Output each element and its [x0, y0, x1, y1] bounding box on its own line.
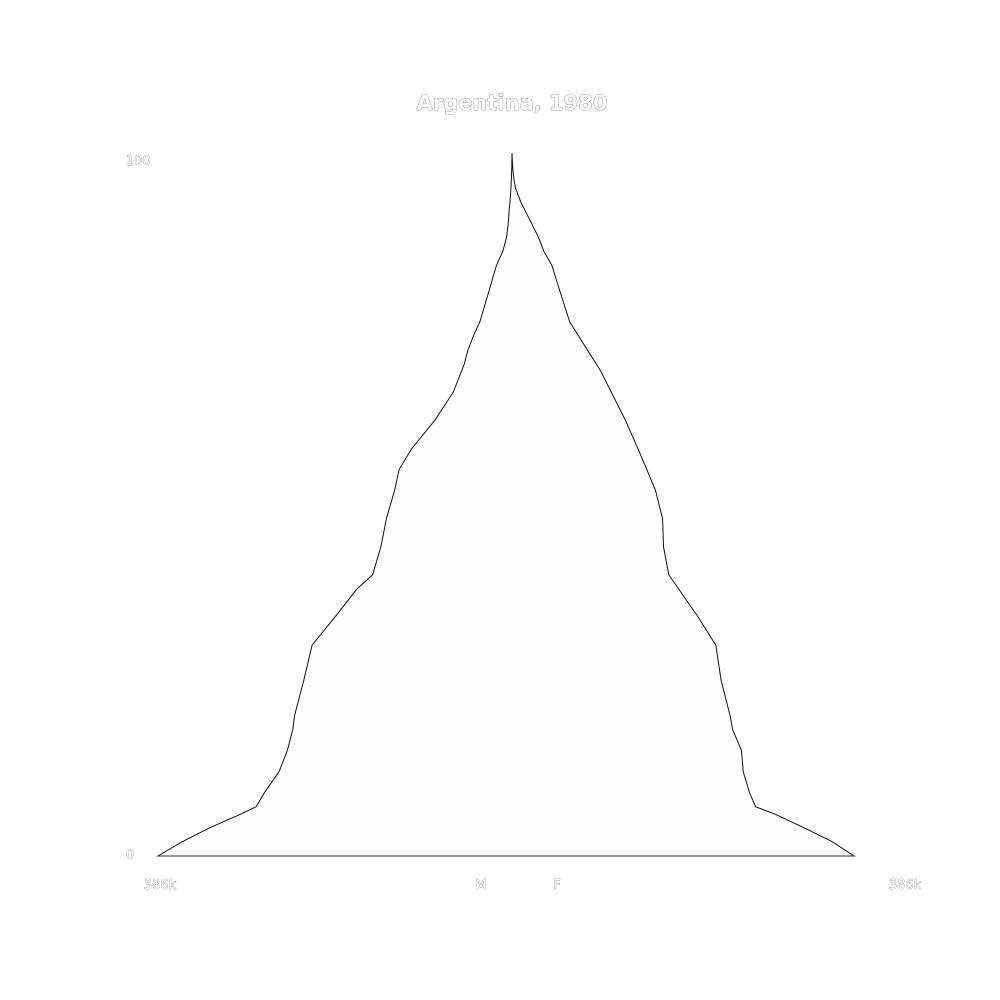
population-area [156, 152, 856, 857]
chart-title: Argentina, 1980 [417, 91, 608, 115]
x-tick-label-right: 386k [889, 878, 922, 893]
x-tick-label-left: 386k [144, 878, 177, 893]
y-tick-label-max: 100 [126, 154, 151, 169]
y-tick-label-min: 0 [126, 848, 134, 863]
sex-label-female: F [553, 878, 560, 893]
sex-label-male: M [475, 878, 486, 893]
